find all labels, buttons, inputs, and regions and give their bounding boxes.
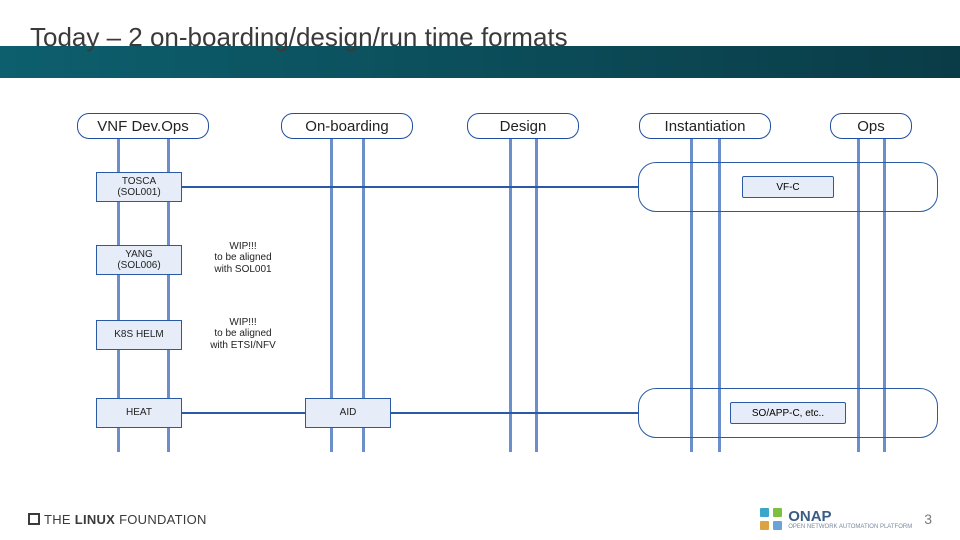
format-box-aid: AID (305, 398, 391, 428)
phase-header: Design (467, 113, 579, 139)
connector-line (391, 412, 638, 414)
diagram-canvas: VF-C SO/APP-C, etc.. VNF Dev.Ops On-boardin… (0, 0, 960, 540)
footer: THE LINUX FOUNDATION ONAP OPEN NETWORK A… (0, 508, 960, 530)
linux-foundation-logo: THE LINUX FOUNDATION (28, 512, 207, 527)
wip-note: WIP!!! to be aligned with SOL001 (200, 238, 286, 278)
connector-line (182, 186, 638, 188)
scope-ring-label: VF-C (742, 176, 834, 198)
onap-subtext: OPEN NETWORK AUTOMATION PLATFORM (788, 524, 912, 530)
format-box-k8shelm: K8S HELM (96, 320, 182, 350)
onap-text: ONAP (788, 509, 912, 524)
connector-line (182, 412, 305, 414)
phase-header: Ops (830, 113, 912, 139)
onap-tiles-icon (760, 508, 782, 530)
format-box-yang: YANG (SOL006) (96, 245, 182, 275)
scope-ring-label: SO/APP-C, etc.. (730, 402, 846, 424)
phase-header: Instantiation (639, 113, 771, 139)
onap-logo: ONAP OPEN NETWORK AUTOMATION PLATFORM (760, 508, 912, 530)
phase-header: On-boarding (281, 113, 413, 139)
format-box-tosca: TOSCA (SOL001) (96, 172, 182, 202)
lf-the: THE (44, 512, 71, 527)
lf-foundation: FOUNDATION (119, 512, 207, 527)
phase-header: VNF Dev.Ops (77, 113, 209, 139)
wip-note: WIP!!! to be aligned with ETSI/NFV (200, 314, 286, 354)
page-number: 3 (924, 511, 932, 527)
lf-linux: LINUX (75, 512, 115, 527)
lf-square-icon (28, 513, 40, 525)
format-box-heat: HEAT (96, 398, 182, 428)
